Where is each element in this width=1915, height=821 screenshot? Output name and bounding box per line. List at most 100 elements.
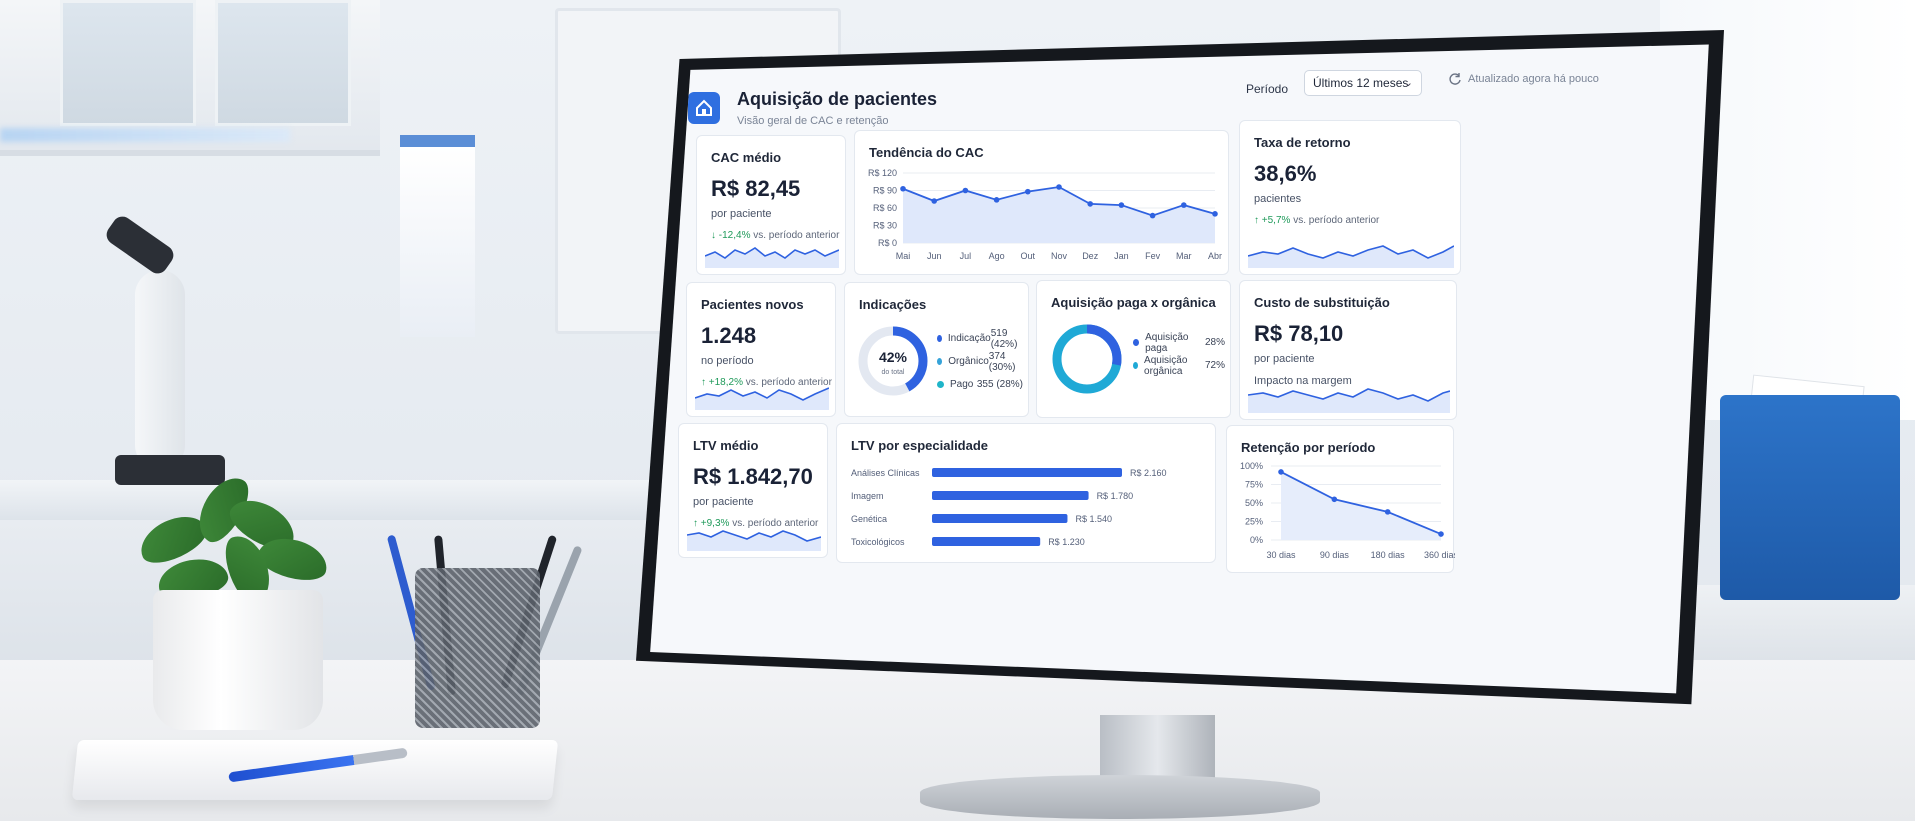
bar-category-label: Genética — [851, 514, 887, 524]
y-tick-label: 75% — [1245, 480, 1263, 490]
card-title: Aquisição paga x orgânica — [1051, 295, 1216, 310]
new-patients-sparkline — [695, 387, 829, 410]
delta-value: -12,4% — [718, 230, 751, 241]
replacement-unit: por paciente — [1254, 353, 1315, 365]
bar-value-label: R$ 2.160 — [1130, 468, 1167, 478]
x-tick-label: Out — [1021, 251, 1036, 261]
ltv-bar-chart: Análises Clínicas R$ 2.160 Imagem R$ 1.780 G… — [851, 468, 1167, 547]
card-paid-organic: Aquisição paga x orgânica Aquisição paga… — [1036, 280, 1231, 418]
microscope-body — [135, 270, 185, 470]
delta-value: +5,7% — [1261, 215, 1291, 226]
data-point — [1438, 531, 1444, 537]
data-point — [1331, 496, 1338, 503]
return-rate-value: 38,6% — [1254, 161, 1317, 186]
ltv-unit: por paciente — [693, 496, 754, 508]
legend-dot — [1133, 362, 1139, 369]
x-tick-label: Jul — [960, 251, 972, 261]
x-tick-label: Fev — [1145, 251, 1161, 261]
data-point — [1087, 201, 1093, 207]
card-title: LTV médio — [693, 438, 759, 453]
cabinet-glass — [215, 0, 351, 126]
legend-label: Pago — [950, 379, 974, 390]
background-light — [0, 128, 290, 142]
data-point — [1118, 202, 1125, 208]
period-select[interactable]: Últimos 12 meses ⌄ — [1304, 70, 1422, 96]
legend-item: Orgânico 374 (30%) — [937, 350, 1023, 373]
replacement-sparkline — [1248, 388, 1450, 413]
data-point — [931, 198, 937, 204]
dashboard: Aquisição de pacientes Visão geral de CA… — [650, 45, 1709, 694]
monitor-screen: Aquisição de pacientes Visão geral de CA… — [650, 44, 1709, 694]
legend-label: Aquisição paga — [1145, 331, 1189, 354]
monitor-stand-base — [920, 775, 1320, 819]
donut-segment-paga — [1052, 324, 1122, 394]
return-rate-delta: ↑ +5,7% vs. período anterior — [1254, 215, 1379, 226]
cac-unit: por paciente — [711, 208, 772, 220]
ltv-delta: ↑ +9,3% vs. período anterior — [693, 518, 818, 529]
x-tick-label: 360 dias — [1424, 550, 1455, 560]
updated-text: Atualizado agora há pouco — [1468, 73, 1599, 85]
ltv-sparkline — [687, 530, 821, 551]
delta-value: +9,3% — [700, 518, 730, 529]
ltv-value: R$ 1.842,70 — [693, 464, 813, 489]
card-cac: CAC médio R$ 82,45 por paciente ↓ -12,4%… — [696, 135, 846, 275]
x-tick-label: Dez — [1082, 251, 1099, 261]
y-tick-label: 50% — [1245, 498, 1263, 508]
background-counter — [0, 480, 700, 520]
card-title: CAC médio — [711, 150, 782, 165]
referrals-donut: 42% do total — [858, 326, 928, 396]
paid-organic-donut — [1052, 324, 1122, 394]
card-referrals: Indicações 42% do total Indicação 519 (42… — [844, 282, 1029, 417]
x-tick-label: Mar — [1176, 251, 1192, 261]
data-point — [1278, 469, 1284, 475]
card-retention: Retenção por período 100% 75% 50% 25% 0% 30 d… — [1226, 425, 1455, 573]
legend-value: 374 (30%) — [988, 350, 1016, 373]
legend-value: 72% — [1204, 360, 1225, 371]
cac-delta: ↓ -12,4% vs. período anterior — [711, 230, 839, 241]
chart-title: Tendência do CAC — [869, 145, 984, 160]
bar-category-label: Toxicológicos — [851, 537, 905, 547]
potted-plant — [118, 469, 358, 730]
card-cac-trend: Tendência do CAC R$ 120 R$ 90 R$ 60 R$ 30 R$… — [854, 130, 1229, 275]
arrow-down-icon: ↓ — [711, 230, 716, 241]
legend-item: Aquisição paga 28% — [1133, 331, 1225, 354]
legend-dot — [937, 335, 942, 342]
microscope-base — [115, 455, 225, 485]
return-rate-unit: pacientes — [1254, 193, 1302, 205]
arrow-up-icon: ↑ — [701, 377, 706, 388]
delta-suffix: vs. período anterior — [753, 230, 840, 241]
new-patients-unit: no período — [701, 355, 754, 367]
card-replacement-cost: Custo de substituição R$ 78,10 por pacie… — [1239, 280, 1457, 420]
y-tick-label: 100% — [1240, 461, 1263, 471]
x-tick-label: 180 dias — [1371, 550, 1406, 560]
data-point — [1025, 188, 1031, 195]
x-tick-label: Jun — [927, 251, 942, 261]
card-title: Custo de substituição — [1254, 295, 1390, 310]
y-tick-label: 0% — [1250, 535, 1263, 545]
legend-item: Pago 355 (28%) — [937, 373, 1023, 396]
card-title: Indicações — [859, 297, 927, 312]
series-area — [903, 187, 1215, 243]
retention-chart: 100% 75% 50% 25% 0%30 dias 90 dias 180 dias 360… — [1240, 461, 1455, 560]
delta-suffix: vs. período anterior — [1293, 215, 1380, 226]
y-tick-label: R$ 30 — [873, 221, 897, 231]
card-title: Pacientes novos — [701, 297, 804, 312]
legend-dot — [1133, 339, 1140, 346]
x-tick-label: Jan — [1114, 251, 1129, 261]
refresh-status[interactable]: Atualizado agora há pouco — [1448, 72, 1599, 86]
data-point — [1212, 211, 1218, 217]
cac-trend-chart: R$ 120 R$ 90 R$ 60 R$ 30 R$ 0 Mai Jun Jul Ago Out… — [868, 168, 1222, 261]
paid-organic-legend: Aquisição paga 28% Aquisição orgânica 72% — [1133, 331, 1225, 377]
cac-value: R$ 82,45 — [711, 176, 801, 201]
y-tick-label: 25% — [1245, 517, 1263, 527]
legend-item: Indicação 519 (42%) — [937, 327, 1023, 350]
refresh-icon — [1449, 73, 1461, 85]
monitor: Aquisição de pacientes Visão geral de CA… — [636, 30, 1724, 755]
period-select-value: Últimos 12 meses — [1313, 76, 1409, 90]
cabinet-glass — [60, 0, 196, 126]
data-point — [962, 187, 969, 194]
legend-item: Aquisição orgânica 72% — [1133, 354, 1225, 377]
data-point — [993, 197, 1000, 203]
bar — [932, 537, 1041, 546]
data-point — [1384, 509, 1391, 515]
